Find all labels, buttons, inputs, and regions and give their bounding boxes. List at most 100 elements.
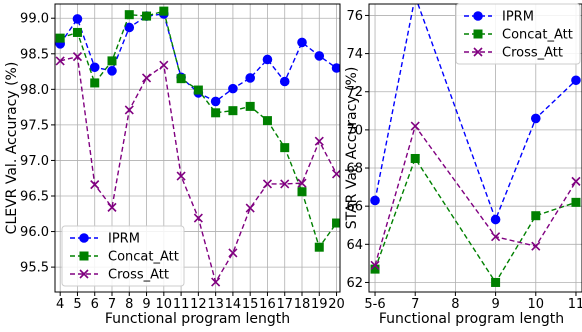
plot-area xyxy=(370,0,581,287)
x-tick-label: 8 xyxy=(451,297,459,312)
y-tick-label: 96.0 xyxy=(20,225,49,240)
x-tick-label: 11 xyxy=(173,297,190,312)
data-point xyxy=(332,218,340,228)
data-point xyxy=(228,106,238,116)
legend-box xyxy=(61,225,185,287)
x-tick-label: 13 xyxy=(207,297,224,312)
data-point xyxy=(370,260,380,270)
data-point xyxy=(228,248,238,258)
data-point xyxy=(245,73,255,83)
y-tick-label: 68 xyxy=(346,162,363,177)
x-axis-label: Functional program length xyxy=(379,311,564,327)
y-tick-label: 66 xyxy=(346,200,363,215)
data-point xyxy=(314,51,325,61)
data-point xyxy=(411,0,420,1)
y-tick-label: 97.0 xyxy=(20,154,49,169)
plot-area xyxy=(55,6,340,287)
y-tick-label: 97.5 xyxy=(20,118,49,133)
legend-marker xyxy=(473,11,483,21)
data-point xyxy=(262,54,273,65)
legend-label: Concat_Att xyxy=(502,28,573,43)
legend-item: IPRM xyxy=(464,10,534,25)
x-tick-label: 11 xyxy=(568,297,582,312)
legend-marker xyxy=(473,29,483,39)
x-tick-label: 18 xyxy=(294,297,311,312)
data-point xyxy=(55,33,65,43)
data-point xyxy=(90,78,100,88)
legend-marker xyxy=(79,233,89,243)
data-point xyxy=(280,179,290,189)
y-tick-label: 64 xyxy=(346,238,363,253)
data-point xyxy=(72,14,83,24)
x-tick-label: 9 xyxy=(142,297,150,312)
x-tick-label: 17 xyxy=(276,297,293,312)
data-point xyxy=(107,56,117,66)
series-line xyxy=(374,4,577,222)
legend-label: IPRM xyxy=(108,232,140,247)
y-tick-label: 70 xyxy=(346,123,363,138)
x-tick-label: 10 xyxy=(156,297,173,312)
data-point xyxy=(211,108,221,118)
data-point xyxy=(491,232,501,242)
data-point xyxy=(530,113,541,124)
legend: IPRM Concat_Att Cross_Att xyxy=(61,225,185,287)
x-tick-label: 4 xyxy=(56,297,64,312)
data-point xyxy=(124,10,134,20)
y-tick-label: 98.0 xyxy=(20,83,49,98)
x-tick-label: 5 xyxy=(73,297,81,312)
x-tick-label: 16 xyxy=(259,297,276,312)
data-point xyxy=(245,101,255,111)
chart-1: 4 5 6 7 8 9 10 11 12 13 14 15 16 17 18 19 20 95.5 96.0 96.5… xyxy=(4,3,345,327)
legend-label: Concat_Att xyxy=(108,250,179,265)
data-point xyxy=(410,153,420,163)
data-point xyxy=(531,241,541,251)
x-tick-label: 20 xyxy=(328,297,345,312)
data-point xyxy=(107,66,117,76)
data-point xyxy=(193,213,203,223)
legend-marker xyxy=(79,251,89,261)
y-tick-label: 96.5 xyxy=(20,190,49,205)
data-point xyxy=(314,136,324,146)
legend-item: Cross_Att xyxy=(70,268,169,283)
data-point xyxy=(410,121,420,131)
data-point xyxy=(176,74,186,84)
data-point xyxy=(89,62,100,73)
legend: IPRM Concat_Att Cross_Att xyxy=(455,3,581,65)
y-tick-label: 95.5 xyxy=(20,261,49,276)
legend-label: IPRM xyxy=(502,10,534,25)
data-point xyxy=(491,277,501,287)
data-point xyxy=(159,60,169,70)
x-tick-label: 12 xyxy=(190,297,207,312)
data-point xyxy=(571,75,581,86)
legend-item: Concat_Att xyxy=(464,28,573,43)
legend-label: Cross_Att xyxy=(108,268,169,283)
x-tick-label: 9 xyxy=(491,297,499,312)
data-point xyxy=(107,202,117,212)
legend-marker xyxy=(473,47,483,57)
legend-item: Cross_Att xyxy=(464,46,563,61)
data-point xyxy=(279,76,290,87)
data-point xyxy=(262,116,272,126)
x-tick-label: 15 xyxy=(242,297,259,312)
x-tick-label: 7 xyxy=(411,297,419,312)
y-axis-label: CLEVR Val. Accuracy (%) xyxy=(4,62,20,235)
y-tick-label: 74 xyxy=(346,47,363,62)
y-axis-label: STAR Val. Accuracy (%) xyxy=(344,67,360,230)
data-point xyxy=(124,22,135,33)
data-point xyxy=(531,211,541,221)
data-point xyxy=(55,56,65,66)
y-tick-label: 72 xyxy=(346,85,363,100)
legend-item: Concat_Att xyxy=(70,250,179,265)
data-point xyxy=(90,180,100,190)
legend-item: IPRM xyxy=(70,232,140,247)
legend-marker xyxy=(79,269,89,279)
data-point xyxy=(210,96,221,107)
legend-label: Cross_Att xyxy=(502,46,563,61)
data-point xyxy=(331,169,340,179)
legend-box xyxy=(455,3,581,65)
data-point xyxy=(141,73,152,83)
x-axis-label: Functional program length xyxy=(105,311,290,327)
data-point xyxy=(331,63,340,73)
